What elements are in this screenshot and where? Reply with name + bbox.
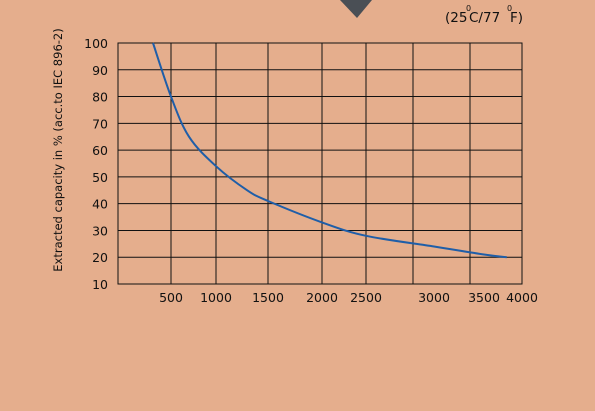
condition-degree-f: 0 [507,4,512,13]
x-tick-label-3500: 3500 [468,290,500,305]
y-axis-label: Extracted capacity in % (acc.to IEC 896-… [51,28,65,271]
x-tick-label-500: 500 [159,290,183,305]
x-tick-label-2500: 2500 [350,290,382,305]
x-tick-label-2000: 2000 [306,290,338,305]
y-tick-label-60: 60 [92,143,108,158]
x-tick-label-1000: 1000 [200,290,232,305]
y-tick-label-40: 40 [92,197,108,212]
pointer-shape [340,0,372,18]
temperature-condition: (25 0 C/77 0 F) [445,4,523,26]
y-tick-label-90: 90 [92,63,108,78]
x-tick-label-3000: 3000 [418,290,450,305]
y-tick-label-100: 100 [84,36,108,51]
condition-degree-c: 0 [466,4,471,13]
grid [117,42,523,285]
series-line-0 [152,42,507,259]
series-layer [152,42,507,259]
condition-close: F) [510,10,523,26]
condition-mid: C/77 [469,10,500,26]
plot-frame [117,42,523,285]
y-tick-label-30: 30 [92,223,108,238]
x-tick-labels: 500 1000 1500 2000 2500 3000 3500 4000 [159,290,538,305]
y-tick-label-70: 70 [92,116,108,131]
x-tick-label-1500: 1500 [252,290,284,305]
y-tick-labels: 10 20 30 40 50 60 70 80 90 100 [84,36,108,292]
condition-open: (25 [445,10,467,26]
y-tick-label-80: 80 [92,90,108,105]
y-tick-label-20: 20 [92,250,108,265]
y-tick-label-50: 50 [92,170,108,185]
x-tick-label-4000: 4000 [506,290,538,305]
y-tick-label-10: 10 [92,277,108,292]
